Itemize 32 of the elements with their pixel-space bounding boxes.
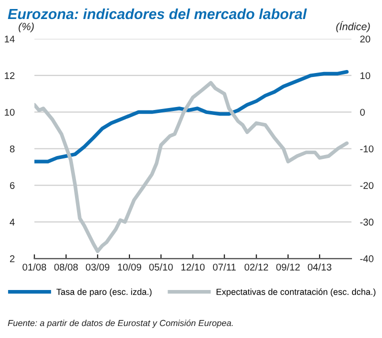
y2-tick-label: -10 bbox=[360, 145, 374, 152]
y2-tick-label: -20 bbox=[360, 182, 374, 189]
x-tick-label: 01/08 bbox=[22, 263, 46, 271]
x-tick-label: 03/09 bbox=[86, 263, 110, 271]
chart-title: Eurozona: indicadores del mercado laboral bbox=[8, 8, 307, 20]
x-tick-label: 08/08 bbox=[54, 263, 78, 271]
y-tick-label: 4 bbox=[10, 218, 15, 226]
x-tick-label: 04/13 bbox=[308, 263, 332, 271]
y-axis-title: (%) bbox=[18, 22, 34, 32]
x-tick-label: 02/12 bbox=[244, 263, 268, 271]
x-tick-label: 05/10 bbox=[149, 263, 173, 271]
y2-tick-label: 20 bbox=[360, 36, 370, 42]
y2-axis-title: (Índice) bbox=[336, 21, 370, 32]
y2-tick-label: -40 bbox=[360, 255, 374, 262]
source-note: Fuente: a partir de datos de Eurostat y Comisión Europea. bbox=[8, 320, 233, 328]
x-tick-label: 09/12 bbox=[276, 263, 300, 271]
y-tick-label: 6 bbox=[10, 182, 15, 189]
y2-tick-label: 10 bbox=[360, 72, 370, 80]
y-tick-label: 10 bbox=[4, 108, 15, 116]
y-tick-label: 14 bbox=[4, 36, 15, 42]
y-tick-label: 8 bbox=[10, 145, 15, 152]
line-series bbox=[34, 81, 349, 254]
y2-tick-label: -30 bbox=[360, 218, 374, 226]
x-tick-label: 07/11 bbox=[212, 263, 236, 271]
x-tick-label: 12/10 bbox=[181, 263, 205, 271]
x-tick-label: 10/09 bbox=[118, 263, 142, 271]
y2-tick-label: 0 bbox=[360, 108, 365, 116]
y-tick-label: 12 bbox=[4, 72, 14, 80]
y-tick-label: 2 bbox=[10, 255, 14, 262]
legend-label: Expectativas de contratación (esc. dcha.) bbox=[216, 288, 376, 297]
line-series bbox=[34, 70, 349, 164]
legend-label: Tasa de paro (esc. izda.) bbox=[56, 288, 152, 297]
